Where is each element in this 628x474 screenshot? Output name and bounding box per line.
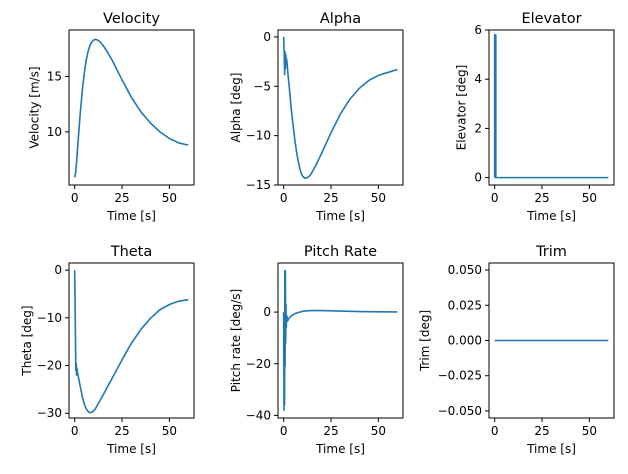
alpha-x-tick-label: 0 (280, 191, 288, 205)
alpha-y-tick-label: 0 (263, 30, 271, 44)
pitch-rate-y-tick-label: −40 (246, 408, 271, 422)
theta-y-tick-label: −10 (37, 311, 62, 325)
theta-x-tick-label: 0 (71, 424, 79, 438)
theta-x-tick-label: 25 (114, 424, 129, 438)
pitch-rate-title: Pitch Rate (304, 244, 377, 260)
pitch-rate-y-axis-label: Pitch rate [deg/s] (229, 289, 243, 393)
alpha-series-line (282, 36, 398, 179)
pitch-rate-x-tick-label: 25 (323, 424, 338, 438)
trim-y-axis-label: Trim [deg] (418, 310, 432, 372)
elevator-x-tick-label: 0 (491, 191, 499, 205)
elevator-y-tick-label: 6 (474, 23, 482, 37)
trim-y-tick-label: 0.000 (448, 334, 482, 348)
trim-x-tick-label: 25 (534, 424, 549, 438)
pitch-rate-y-tick-label: −20 (246, 357, 271, 371)
velocity-y-tick-label: 10 (47, 125, 62, 139)
velocity-axes-frame (68, 29, 195, 186)
theta-x-tick-label: 50 (162, 424, 177, 438)
velocity-x-tick-label: 25 (114, 191, 129, 205)
alpha-y-axis-label: Alpha [deg] (229, 73, 243, 143)
elevator-y-axis-label: Elevator [deg] (455, 65, 469, 151)
trim-title: Trim (535, 244, 567, 260)
panel-pitch-rate: 0 25 50 0 −20 −40 Pitch Rate Time [s] Pitch rate… (229, 244, 404, 456)
pitch-rate-x-tick-label: 0 (280, 424, 288, 438)
theta-y-tick-label: 0 (54, 263, 62, 277)
elevator-x-axis-label: Time [s] (526, 209, 576, 223)
elevator-y-tick-label: 0 (474, 171, 482, 185)
trim-x-axis-label: Time [s] (526, 442, 576, 456)
pitch-rate-series-line (282, 269, 398, 412)
trim-x-tick-label: 0 (491, 424, 499, 438)
theta-y-tick-label: −30 (37, 406, 62, 420)
elevator-y-tick-label: 4 (474, 72, 482, 86)
panel-trim: 0 25 50 0.050 0.025 0.000 −0.025 −0.050 Trim Time… (418, 244, 615, 456)
trim-y-tick-label: −0.025 (438, 369, 482, 383)
velocity-x-tick-label: 50 (162, 191, 177, 205)
theta-x-axis-label: Time [s] (106, 442, 156, 456)
pitch-rate-y-tick-label: 0 (263, 305, 271, 319)
panel-theta: 0 25 50 0 −10 −20 −30 Theta Time [s] Theta [deg] (20, 244, 195, 456)
panel-alpha: 0 25 50 0 −5 −10 −15 Alpha Time [s] Alpha [deg] (229, 11, 404, 223)
theta-title: Theta (110, 244, 153, 260)
trim-y-tick-label: 0.050 (448, 263, 482, 277)
elevator-x-tick-label: 50 (582, 191, 597, 205)
panel-velocity: 0 25 50 10 15 Velocity Time [s] Velocity [m/s] (27, 11, 195, 223)
trim-x-tick-label: 50 (582, 424, 597, 438)
alpha-y-tick-label: −5 (253, 79, 271, 93)
elevator-title: Elevator (521, 11, 581, 27)
theta-series-line (73, 270, 189, 414)
pitch-rate-x-axis-label: Time [s] (315, 442, 365, 456)
elevator-series-line (493, 34, 609, 179)
elevator-x-tick-label: 25 (534, 191, 549, 205)
alpha-x-tick-label: 25 (323, 191, 338, 205)
theta-axes-frame (68, 262, 195, 419)
velocity-series-line (73, 38, 189, 178)
theta-y-tick-label: −20 (37, 359, 62, 373)
pitch-rate-axes-frame (277, 262, 404, 419)
alpha-x-axis-label: Time [s] (315, 209, 365, 223)
alpha-x-tick-label: 50 (371, 191, 386, 205)
alpha-axes-frame (277, 29, 404, 186)
trim-y-tick-label: −0.050 (438, 404, 482, 418)
theta-y-axis-label: Theta [deg] (20, 305, 34, 376)
velocity-x-axis-label: Time [s] (106, 209, 156, 223)
alpha-title: Alpha (320, 11, 361, 27)
elevator-y-tick-label: 2 (474, 121, 482, 135)
alpha-y-tick-label: −10 (246, 129, 271, 143)
pitch-rate-x-tick-label: 50 (371, 424, 386, 438)
velocity-x-tick-label: 0 (71, 191, 79, 205)
velocity-y-tick-label: 15 (47, 70, 62, 84)
elevator-axes-frame (488, 29, 615, 186)
trim-y-tick-label: 0.025 (448, 298, 482, 312)
alpha-y-tick-label: −15 (246, 178, 271, 192)
velocity-y-axis-label: Velocity [m/s] (27, 66, 41, 148)
panel-elevator: 0 25 50 0 2 4 6 Elevator Time [s] Elevator [deg] (455, 11, 615, 223)
velocity-title: Velocity (103, 11, 160, 27)
